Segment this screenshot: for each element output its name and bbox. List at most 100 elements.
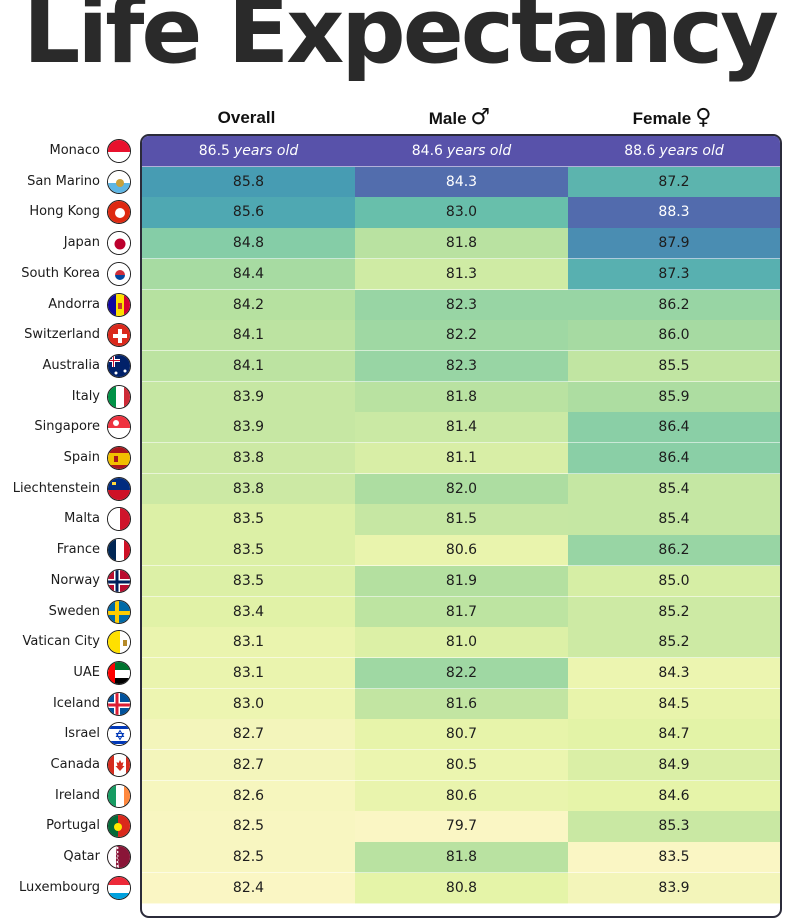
- male-value-label: 84.3: [445, 173, 478, 190]
- male-value-cell: 81.5: [355, 504, 568, 536]
- overall-value-cell: 85.8: [142, 166, 355, 198]
- female-value-cell: 88.3: [568, 197, 780, 229]
- female-value-label: 85.2: [658, 634, 690, 651]
- male-value-cell: 80.6: [355, 535, 568, 567]
- france-flag-icon: [107, 538, 131, 563]
- overall-value-cell: 82.5: [142, 811, 355, 843]
- san-marino-flag-icon: [107, 169, 131, 194]
- female-value-cell: 85.4: [568, 473, 780, 505]
- male-value-cell: 81.0: [355, 627, 568, 659]
- overall-value-cell: 83.4: [142, 596, 355, 628]
- male-value-label: 80.6: [445, 542, 478, 559]
- country-label: Monaco: [49, 143, 100, 158]
- unit-label: years old: [233, 143, 299, 159]
- female-value-label: 86.2: [658, 296, 690, 313]
- canada-flag-icon: [107, 753, 131, 777]
- country-label: Portugal: [46, 818, 100, 834]
- overall-value-cell: 82.4: [142, 872, 355, 904]
- overall-value-cell: 83.8: [142, 473, 355, 505]
- country-label: Vatican City: [22, 634, 100, 650]
- country-label: San Marino: [27, 173, 100, 189]
- female-value-label: 86.0: [658, 327, 690, 344]
- male-value-label: 81.8: [445, 388, 478, 405]
- female-value-cell: 85.2: [568, 627, 780, 659]
- overall-value-cell: 86.5 years old: [142, 136, 355, 168]
- overall-value-label: 83.5: [232, 511, 265, 528]
- country-label: Liechtenstein: [12, 480, 100, 496]
- country-label: Singapore: [34, 419, 100, 435]
- overall-value-label: 83.5: [232, 542, 265, 559]
- male-value-label: 81.6: [445, 695, 478, 712]
- female-value-cell: 86.2: [568, 535, 780, 567]
- female-value-cell: 87.3: [568, 258, 780, 290]
- country-label: South Korea: [21, 265, 100, 281]
- female-value-cell: 86.0: [568, 320, 780, 352]
- sweden-flag-icon: [107, 599, 131, 624]
- overall-value-label: 83.9: [232, 388, 265, 405]
- overall-value-label: 84.1: [232, 357, 265, 374]
- male-value-cell: 82.2: [355, 320, 568, 352]
- switzerland-flag-icon: [107, 323, 131, 348]
- male-value-label: 81.0: [445, 634, 478, 651]
- male-value-cell: 82.0: [355, 473, 568, 505]
- chart-title: Life Expectancy: [23, 0, 779, 84]
- unit-label: years old: [659, 143, 724, 159]
- female-value-cell: 84.5: [568, 688, 780, 720]
- female-value-label: 85.0: [658, 572, 690, 589]
- overall-value-cell: 83.5: [142, 535, 355, 567]
- portugal-flag-icon: [107, 814, 131, 839]
- male-value-cell: 81.8: [355, 381, 568, 413]
- female-value-cell: 84.3: [568, 657, 780, 690]
- overall-value-cell: 84.1: [142, 350, 355, 383]
- overall-value-cell: 82.7: [142, 750, 355, 782]
- country-label: Andorra: [48, 296, 100, 312]
- country-label: Ireland: [55, 787, 100, 803]
- overall-value-cell: 85.6: [142, 197, 355, 229]
- country-label: Luxembourg: [18, 879, 100, 895]
- column-header-overall: Overall: [140, 104, 353, 132]
- overall-value-label: 83.1: [232, 664, 265, 681]
- overall-value-label: 83.4: [232, 603, 265, 620]
- overall-value-label: 83.9: [232, 419, 265, 436]
- country-label: Qatar: [63, 849, 100, 865]
- overall-value-cell: 83.8: [142, 443, 355, 475]
- male-value-cell: 82.2: [355, 657, 568, 690]
- country-label: Sweden: [48, 603, 100, 619]
- female-value-label: 85.4: [658, 480, 690, 497]
- country-label: Hong Kong: [29, 204, 100, 220]
- overall-value-cell: 83.5: [142, 504, 355, 536]
- qatar-flag-icon: [107, 845, 131, 870]
- female-value-label: 85.2: [658, 603, 690, 620]
- male-symbol-icon: ♂: [470, 105, 491, 130]
- female-value-label: 85.4: [658, 511, 690, 528]
- italy-flag-icon: [107, 384, 131, 409]
- male-value-label: 82.2: [445, 664, 478, 681]
- vatican-city-flag-icon: [107, 630, 131, 655]
- male-value-cell: 83.0: [355, 197, 568, 229]
- female-value-label: 85.5: [658, 357, 690, 374]
- male-value-label: 81.5: [445, 511, 478, 528]
- hong-kong-flag-icon: [107, 200, 131, 225]
- male-value-label: 81.8: [445, 849, 478, 866]
- male-value-label: 84.6: [411, 143, 443, 159]
- male-value-cell: 81.1: [355, 443, 568, 475]
- male-value-cell: 82.3: [355, 289, 568, 321]
- overall-value-cell: 83.9: [142, 412, 355, 444]
- spain-flag-icon: [107, 446, 131, 470]
- country-label: France: [56, 542, 100, 558]
- country-label: Italy: [71, 388, 100, 404]
- overall-value-cell: 84.1: [142, 320, 355, 352]
- female-value-cell: 84.7: [568, 719, 780, 751]
- uae-flag-icon: [107, 660, 131, 685]
- overall-value-label: 82.6: [232, 787, 265, 804]
- overall-value-label: 82.7: [232, 726, 265, 743]
- female-value-cell: 83.9: [568, 872, 780, 904]
- country-label: Australia: [42, 357, 100, 373]
- female-value-cell: 84.6: [568, 780, 780, 812]
- overall-value-label: 83.5: [232, 572, 265, 589]
- overall-value-label: 84.8: [232, 235, 265, 252]
- overall-value-cell: 83.1: [142, 627, 355, 659]
- female-value-cell: 86.4: [568, 443, 780, 475]
- country-label: Spain: [63, 450, 100, 465]
- country-label: Canada: [50, 757, 100, 772]
